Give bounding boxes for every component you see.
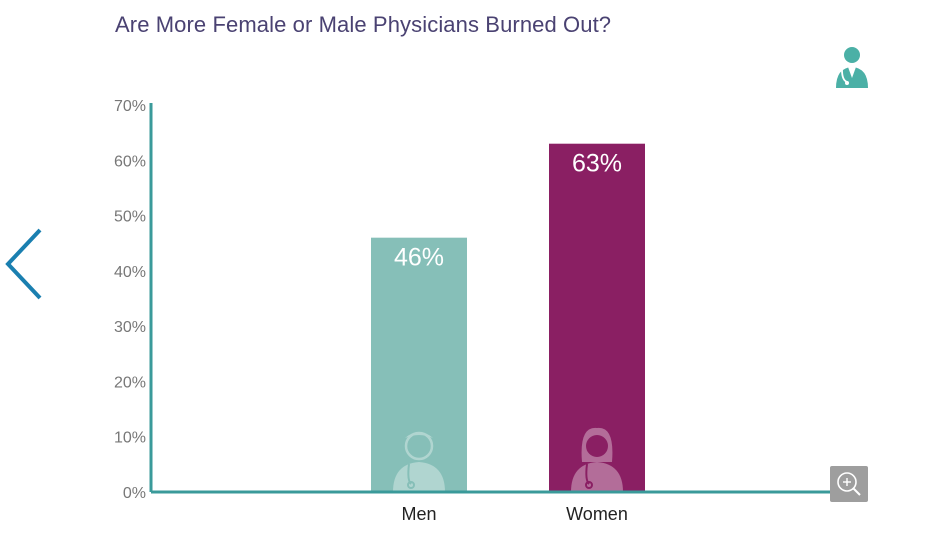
y-tick-label: 50% [114, 209, 146, 226]
zoom-button[interactable] [830, 466, 868, 502]
x-tick-label: Women [566, 504, 628, 524]
male-doctor-icon [393, 431, 445, 492]
doctor-icon [832, 44, 872, 90]
y-tick-label: 30% [114, 319, 146, 336]
bar-men [371, 237, 467, 492]
chart-title: Are More Female or Male Physicians Burne… [115, 12, 612, 37]
y-tick-label: 40% [114, 264, 146, 281]
female-doctor-icon [571, 427, 623, 492]
bar-women [549, 143, 645, 492]
y-tick-label: 70% [114, 98, 146, 115]
chevron-left-icon [5, 228, 42, 300]
zoom-in-icon [837, 472, 861, 496]
data-label: 63% [572, 150, 622, 178]
y-tick-label: 10% [114, 430, 146, 447]
data-label: 46% [394, 244, 444, 272]
y-tick-label: 60% [114, 153, 146, 170]
x-tick-label: Men [401, 504, 436, 524]
y-tick-label: 20% [114, 374, 146, 391]
y-tick-label: 0% [123, 485, 146, 502]
previous-button[interactable] [0, 226, 48, 302]
